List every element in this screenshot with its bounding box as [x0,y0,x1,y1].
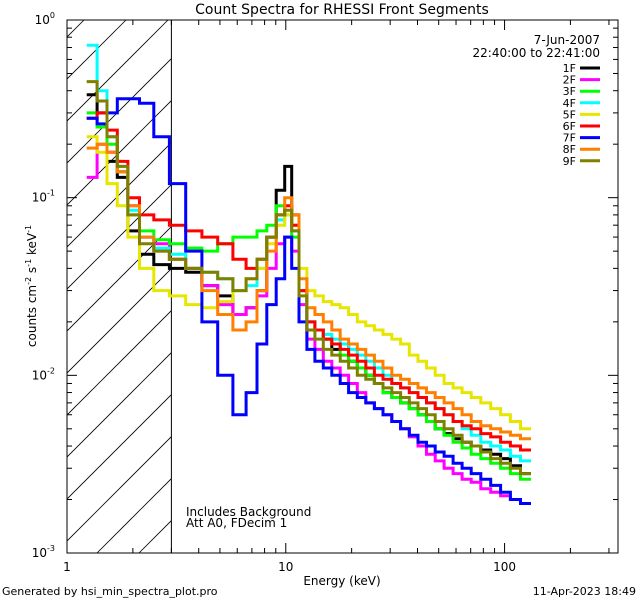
hatch-line [475,20,640,553]
x-tick-label: 10 [278,560,293,574]
legend-label-7F: 7F [563,132,576,145]
x-tick-label: 100 [493,560,516,574]
hatch-line [67,226,172,332]
x-axis-label: Energy (keV) [303,574,380,588]
hatch-line [67,394,172,500]
x-tick-label: 1 [63,560,71,574]
hatch-line [223,20,640,553]
hatch-line [517,20,640,553]
legend-label-1F: 1F [563,62,576,75]
annotation-attenuator: Att A0, FDecim 1 [186,516,287,530]
legend: 7-Jun-2007 22:40:00 to 22:41:00 1F2F3F4F… [473,33,600,168]
axes-group: 1 10 100 100 10-1 10-2 10-3 [32,11,618,574]
y-tick-label: 10-2 [32,366,55,382]
y-tick-label: 10-1 [32,189,55,205]
plot-frame [66,19,619,554]
legend-label-4F: 4F [563,97,576,110]
hatched-region [67,20,640,553]
legend-label-3F: 3F [563,85,576,98]
legend-time-range: 22:40:00 to 22:41:00 [473,46,600,60]
legend-label-6F: 6F [563,120,576,133]
hatch-line [67,20,169,122]
series-line-5F [86,135,531,431]
legend-label-2F: 2F [563,74,576,87]
series-line-7F [86,97,531,505]
hatch-line [67,20,85,38]
y-tick-label: 10-3 [32,544,55,560]
series-group [86,43,531,505]
hatch-line [601,20,640,553]
footer-generated-by: Generated by hsi_min_spectra_plot.pro [2,585,218,598]
footer-timestamp: 11-Apr-2023 18:49 [533,585,636,598]
hatch-line [433,20,640,553]
hatch-line [67,100,172,206]
y-axis-label: counts cm-2 s-1 keV-1 [24,225,39,347]
hatch-line [67,436,172,542]
y-tick-label: 100 [35,11,55,27]
chart-title: Count Spectra for RHESSI Front Segments [195,2,489,18]
hatch-line [349,20,640,553]
legend-label-5F: 5F [563,108,576,121]
hatch-line [67,184,172,290]
series-line-6F [86,111,531,452]
legend-label-8F: 8F [563,143,576,156]
legend-label-9F: 9F [563,155,576,168]
legend-date: 7-Jun-2007 [534,33,600,47]
series-line-9F [86,80,531,476]
hatch-line [67,58,172,164]
annotation-background: Includes Background [186,505,311,519]
hatch-line [96,478,172,553]
series-line-2F [86,142,531,505]
